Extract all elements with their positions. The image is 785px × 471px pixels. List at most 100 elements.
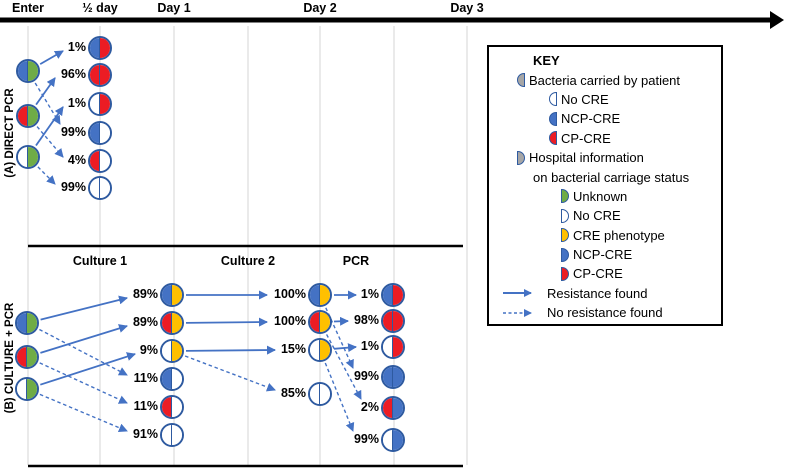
pct-c1r2: 89% [132,315,158,329]
patient-half-white [90,94,100,114]
patient-half-white [90,178,100,198]
hospital-half-red [393,337,403,357]
circle-pr2 [381,309,405,333]
circle-c2r2 [308,310,332,334]
key-item-cp-cre: CP-CRE [561,264,717,283]
key-item-label: No resistance found [547,305,663,321]
left-half-blue-icon [549,111,557,126]
timeline-label: Enter [12,1,44,15]
circle-aR3 [88,92,112,116]
hospital-half-blue [393,398,403,418]
patient-half-blue [162,285,172,305]
hospital-half-yellow [320,340,330,360]
pct-pr5: 2% [360,400,379,414]
hospital-half-white [172,425,182,445]
pct-aR4: 99% [60,125,86,139]
key-item-label: Bacteria carried by patient [529,72,681,88]
hospital-half-green [28,147,38,167]
hospital-half-red [100,94,110,114]
key-item-label: KEY [533,53,560,69]
patient-half-blue [383,367,393,387]
pct-c2r2: 100% [274,314,306,328]
circle-pr3 [381,335,405,359]
circle-pr4 [381,365,405,389]
left-half-gray-icon [517,73,525,88]
patient-half-white [162,425,172,445]
circle-bIn3 [15,377,39,401]
key-item-ncp-cre: NCP-CRE [549,109,717,128]
key-item-label: CRE phenotype [573,227,665,243]
hospital-half-red [100,38,110,58]
hospital-half-white [100,151,110,171]
timeline-label: ½ day [82,1,118,15]
pct-c1r1: 89% [132,287,158,301]
key-item-label: CP-CRE [561,130,611,146]
hospital-half-blue [393,367,403,387]
key-item-label: on bacterial carriage status [533,169,690,185]
circle-aIn3 [16,145,40,169]
key-item-resistance-found: Resistance found [501,284,717,303]
arrow-no-resistance-found [39,328,128,376]
arrow-resistance-found [185,317,268,327]
arrow-resistance-found [185,345,276,355]
circle-c1r1 [160,283,184,307]
pct-pr4: 99% [353,369,379,383]
right-half-blue-icon [561,247,569,262]
circle-aR1 [88,36,112,60]
hospital-half-green [27,347,37,367]
key-item-cp-cre: CP-CRE [549,129,717,148]
hospital-half-red [393,285,403,305]
right-half-yellow-icon [561,228,569,243]
timeline-label: Day 2 [303,1,337,15]
patient-half-white [18,147,28,167]
circle-c2r1 [308,283,332,307]
patient-half-blue [90,123,100,143]
key-item-key: KEY [533,51,717,70]
patient-half-blue [18,61,28,81]
hospital-half-green [28,61,38,81]
patient-half-white [17,379,27,399]
key-item-bacteria-carried-by-patient: Bacteria carried by patient [517,70,717,89]
patient-half-red [310,312,320,332]
circle-pr5 [381,396,405,420]
patient-half-white [383,337,393,357]
circle-c2r3 [308,338,332,362]
arrow-no-resistance-found [325,307,354,369]
patient-half-blue [310,285,320,305]
hospital-half-red [100,65,110,85]
circle-bIn1 [15,311,39,335]
timeline-arrowhead-icon [770,11,784,29]
patient-half-red [18,106,28,126]
circle-c1r5 [160,395,184,419]
key-item-label: Hospital information [529,150,644,166]
arrow-no-resistance-found [34,82,61,125]
hospital-half-yellow [172,313,182,333]
pct-c1r6: 91% [132,427,158,441]
circle-pr1 [381,283,405,307]
patient-half-white [383,430,393,450]
patient-half-white [162,341,172,361]
right-half-green-icon [561,189,569,204]
left-half-red-icon [549,131,557,146]
arrow-no-resistance-found [36,126,64,158]
arrow-resistance-found [333,343,357,353]
key-items: KEY Bacteria carried by patient No CRE NCP-… [501,51,717,322]
circle-c1r2 [160,311,184,335]
arrow-resistance-found [35,106,64,147]
key-item-no-cre: No CRE [561,206,717,225]
hospital-half-white [100,178,110,198]
arrow-resistance-found [333,316,349,326]
arrow-no-resistance-found [184,355,276,392]
right-half-gray-icon [517,150,525,165]
section-a-label: (A) DIRECT PCR [4,88,16,178]
key-item-unknown: Unknown [561,187,717,206]
circle-c1r3 [160,339,184,363]
patient-half-white [310,340,320,360]
circle-aR6 [88,176,112,200]
timeline-label: Day 3 [450,1,484,15]
right-half-white-icon [561,208,569,223]
arrow-no-resistance-found [325,334,362,400]
arrow-resistance-found [40,352,136,386]
hospital-half-red [393,311,403,331]
